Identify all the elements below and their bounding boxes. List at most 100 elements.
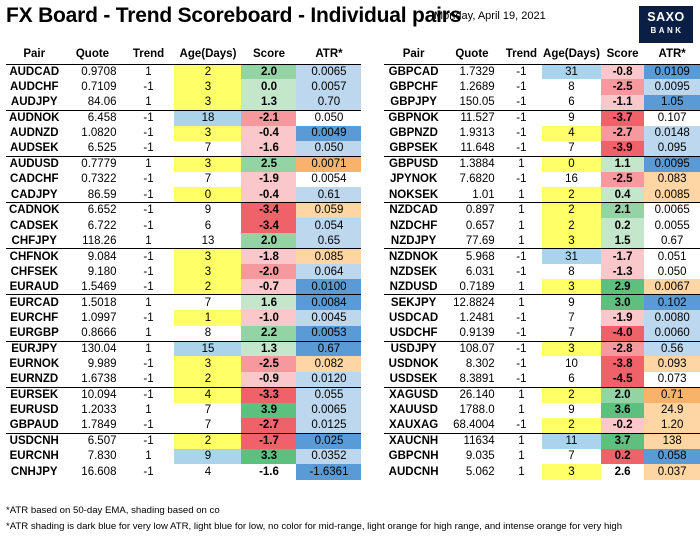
pair-col-header: Pair (384, 45, 444, 65)
quote-cell: 1.0820 (81, 127, 117, 140)
report-date: Monday, April 19, 2021 (434, 10, 546, 22)
trend-cell: 1 (518, 188, 525, 201)
score-cell: 1.3 (241, 94, 297, 111)
quote-cell: 9.180 (87, 265, 117, 278)
table-row: NZDSEK 6.031 -1 8 -1.3 0.050 (384, 264, 700, 280)
quote-cell: 11.527 (443, 109, 501, 126)
quote-cell: 7.6820 (459, 173, 495, 186)
atr-cell: 0.059 (296, 202, 362, 218)
pair-cell: EURJPY (6, 340, 63, 357)
age-cell: 31 (542, 64, 601, 80)
age-cell: 0 (174, 187, 242, 203)
table-row: CADNOK 6.652 -1 9 -3.4 0.059 (6, 202, 362, 218)
table-row: EURNZD 1.6738 -1 2 -0.9 0.0120 (6, 371, 362, 388)
trend-cell: 1 (518, 234, 525, 247)
saxo-bank-logo: SAXO BANK (639, 6, 693, 43)
age-cell: 0 (542, 155, 601, 172)
atr-cell: 0.058 (644, 448, 700, 465)
table-row: NZDCAD 0.897 1 2 2.1 0.0065 (384, 202, 700, 218)
table-row: EURAUD 1.5469 -1 2 -0.7 0.0100 (6, 279, 362, 295)
pair-cell: GBPNZD (389, 127, 438, 140)
atr-cell: 0.102 (644, 294, 700, 311)
score-cell: 2.0 (241, 233, 297, 249)
score-cell: 2.2 (241, 325, 297, 342)
age-cell: 1 (174, 310, 242, 326)
pair-cell: GBPSEK (389, 142, 438, 155)
score-cell: -2.5 (600, 171, 645, 188)
trend-col-header: Trend (122, 45, 175, 65)
atr-cell: 0.0053 (296, 325, 362, 342)
table-row: AUDCHF 0.7109 -1 3 0.0 0.0057 (6, 79, 362, 95)
trend-cell: 1 (122, 340, 175, 357)
atr-cell: 0.037 (644, 464, 700, 480)
score-cell: -0.4 (241, 187, 297, 203)
score-cell: -2.5 (241, 356, 297, 372)
trend-cell: -1 (122, 386, 175, 403)
pair-cell: AUDCAD (9, 65, 60, 78)
age-cell: 9 (174, 448, 242, 465)
age-cell: 8 (568, 265, 575, 278)
pair-cell: AUDNZD (9, 127, 59, 140)
score-cell: -2.5 (600, 79, 645, 95)
trend-cell: 1 (518, 219, 525, 232)
pair-cell: EURCNH (9, 450, 59, 463)
trend-cell: -1 (516, 127, 527, 140)
score-cell: -3.9 (600, 140, 645, 157)
age-cell: 2 (174, 64, 242, 80)
table-row: CADJPY 86.59 -1 0 -0.4 0.61 (6, 187, 362, 203)
age-cell: 3 (542, 233, 601, 249)
trend-cell: -1 (516, 358, 527, 371)
atr-cell: 0.107 (644, 109, 700, 126)
score-cell: -4.0 (600, 325, 645, 342)
atr-cell: 0.0095 (644, 79, 700, 95)
score-cell: -1.8 (241, 248, 297, 265)
atr-cell: 0.073 (657, 373, 687, 386)
quote-cell: 10.094 (62, 386, 123, 403)
trend-cell: -1 (516, 81, 527, 94)
score-cell: -3.4 (241, 217, 297, 234)
quote-cell: 11634 (443, 432, 501, 449)
pair-cell: NZDUSD (389, 280, 438, 293)
table-row: XAUUSD 1788.0 1 9 3.6 24.9 (384, 402, 700, 418)
table-row: NZDNOK 5.968 -1 31 -1.7 0.051 (384, 248, 700, 265)
quote-col-header: Quote (443, 45, 501, 65)
table-row: EURCAD 1.5018 1 7 1.6 0.0084 (6, 294, 362, 311)
age-cell: 6 (204, 219, 212, 232)
pair-cell: EURGBP (9, 327, 59, 340)
pair-cell: NZDJPY (390, 234, 437, 247)
score-col-header: Score (600, 45, 645, 65)
atr-cell: 0.050 (657, 265, 687, 278)
table-row: AUDSEK 6.525 -1 7 -1.6 0.050 (6, 140, 362, 157)
score-cell: 1.6 (241, 294, 297, 311)
atr-cell: 0.67 (296, 340, 362, 357)
score-cell: 1.1 (600, 155, 645, 172)
pair-cell: EURNZD (10, 373, 59, 386)
table-row: NZDUSD 0.7189 1 3 2.9 0.0067 (384, 279, 700, 295)
age-cell: 2 (174, 371, 242, 388)
age-cell: 10 (565, 358, 578, 371)
trend-cell: -1 (143, 373, 154, 386)
age-cell: 7 (568, 311, 575, 324)
quote-cell: 84.06 (87, 96, 117, 109)
pair-cell: GBPCAD (388, 65, 439, 78)
trend-cell: 1 (500, 386, 543, 403)
scoreboard-table-right: Pair Quote Trend Age(Days) Score ATR* GBPCAD 1… (384, 45, 700, 480)
trend-cell: -1 (516, 96, 527, 109)
pair-cell: GBPJPY (390, 96, 437, 109)
score-cell: 2.0 (241, 64, 297, 80)
table-row: CADCHF 0.7322 -1 7 -1.9 0.0054 (6, 171, 361, 188)
atr-cell: 138 (644, 432, 700, 449)
trend-cell: -1 (143, 311, 154, 324)
trend-cell: -1 (122, 202, 175, 218)
pair-cell: CHFNOK (6, 248, 63, 265)
atr-cell: 0.0125 (296, 417, 362, 434)
quote-cell: 9.035 (465, 450, 495, 463)
trend-cell: -1 (516, 373, 527, 386)
pair-cell: NOKSEK (389, 188, 439, 201)
age-cell: 8 (568, 81, 575, 94)
score-cell: -1.0 (241, 310, 297, 326)
age-cell: 16 (565, 173, 578, 186)
atr-cell: 0.082 (296, 356, 362, 372)
score-cell: -3.4 (241, 202, 297, 218)
pair-cell: XAUCNH (384, 432, 444, 449)
